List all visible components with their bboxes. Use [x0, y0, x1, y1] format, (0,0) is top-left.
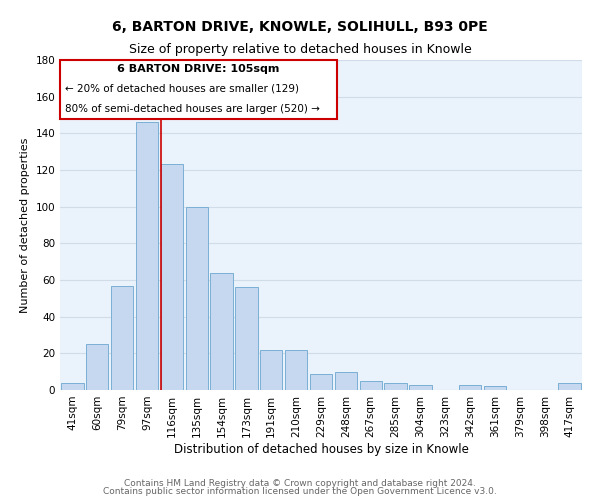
Bar	[136, 122, 158, 390]
Bar	[484, 386, 506, 390]
Text: 80% of semi-detached houses are larger (520) →: 80% of semi-detached houses are larger (…	[65, 104, 320, 114]
Bar	[161, 164, 183, 390]
Bar	[260, 350, 283, 390]
Text: Size of property relative to detached houses in Knowle: Size of property relative to detached ho…	[128, 42, 472, 56]
Bar	[310, 374, 332, 390]
Bar	[385, 382, 407, 390]
Bar	[285, 350, 307, 390]
Bar	[61, 382, 83, 390]
Bar	[111, 286, 133, 390]
Bar	[359, 381, 382, 390]
Text: 6 BARTON DRIVE: 105sqm: 6 BARTON DRIVE: 105sqm	[117, 64, 280, 74]
Bar	[335, 372, 357, 390]
X-axis label: Distribution of detached houses by size in Knowle: Distribution of detached houses by size …	[173, 442, 469, 456]
Text: ← 20% of detached houses are smaller (129): ← 20% of detached houses are smaller (12…	[65, 84, 299, 94]
Bar	[185, 206, 208, 390]
Bar	[235, 288, 257, 390]
Bar	[409, 384, 431, 390]
Text: Contains public sector information licensed under the Open Government Licence v3: Contains public sector information licen…	[103, 487, 497, 496]
Text: 6, BARTON DRIVE, KNOWLE, SOLIHULL, B93 0PE: 6, BARTON DRIVE, KNOWLE, SOLIHULL, B93 0…	[112, 20, 488, 34]
FancyBboxPatch shape	[60, 60, 337, 120]
Bar	[559, 382, 581, 390]
Bar	[459, 384, 481, 390]
Text: Contains HM Land Registry data © Crown copyright and database right 2024.: Contains HM Land Registry data © Crown c…	[124, 478, 476, 488]
Y-axis label: Number of detached properties: Number of detached properties	[20, 138, 30, 312]
Bar	[86, 344, 109, 390]
Bar	[211, 272, 233, 390]
